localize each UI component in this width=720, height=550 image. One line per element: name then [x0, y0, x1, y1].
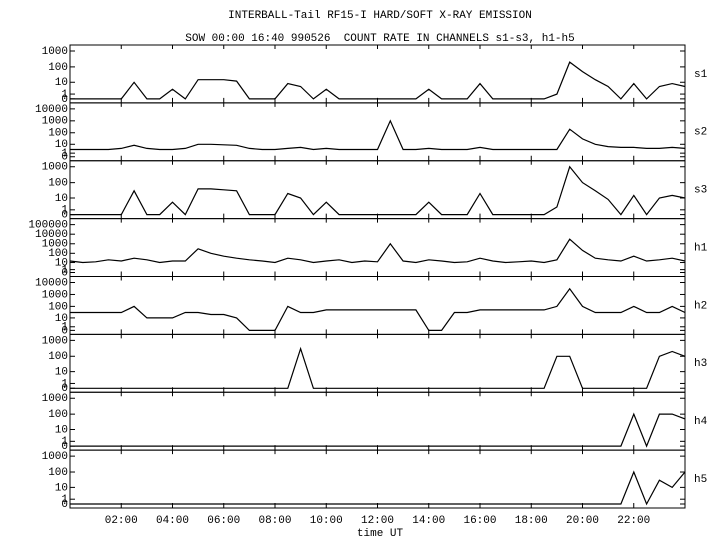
y-tick-label: 100	[48, 301, 68, 313]
y-tick-label: 0	[61, 267, 68, 279]
y-tick-label: 0	[61, 152, 68, 164]
y-tick-label: 100	[48, 351, 68, 363]
y-tick-label: 1	[61, 322, 68, 334]
y-tick-label: 1000	[42, 451, 68, 463]
x-tick-label: 18:00	[515, 515, 548, 527]
y-tick-label: 100	[48, 178, 68, 190]
y-tick-label: 10	[55, 257, 68, 269]
series-line	[70, 412, 686, 448]
series-line	[70, 61, 686, 100]
y-tick-label: 0	[61, 441, 68, 453]
y-tick-label: 10	[55, 313, 68, 325]
x-tick-label: 22:00	[617, 515, 650, 527]
y-tick-label: 0	[61, 94, 68, 106]
y-tick-label: 10000	[35, 229, 68, 241]
panel-label: s2	[694, 127, 707, 139]
y-tick-label: 1000	[42, 162, 68, 174]
y-tick-label: 10	[55, 139, 68, 151]
y-tick-label: 1	[61, 436, 68, 448]
series-line	[69, 238, 686, 264]
y-tick-label: 10	[55, 367, 68, 379]
series-line	[70, 119, 686, 151]
x-tick-label: 04:00	[156, 515, 189, 527]
x-tick-label: 10:00	[310, 515, 343, 527]
y-tick-label: 1000	[42, 116, 68, 128]
x-tick-label: 08:00	[258, 515, 291, 527]
x-tick-label: 02:00	[105, 515, 138, 527]
y-tick-label: 1	[61, 494, 68, 506]
y-tick-label: 1000	[42, 335, 68, 347]
y-tick-label: 1	[61, 265, 68, 277]
y-tick-label: 100	[48, 128, 68, 140]
y-tick-label: 0	[61, 499, 68, 511]
panel-label: h1	[694, 242, 708, 254]
y-tick-label: 0	[61, 383, 68, 395]
y-tick-label: 10	[55, 482, 68, 494]
panel-label: h2	[694, 300, 707, 312]
chart-title: INTERBALL-Tail RF15-I HARD/SOFT X-RAY EM…	[228, 10, 532, 22]
x-tick-label: 12:00	[361, 515, 394, 527]
chart-subtitle: SOW 00:00 16:40 990526 COUNT RATE IN CHA…	[185, 33, 574, 45]
panel-label: s3	[694, 185, 707, 197]
x-tick-label: 06:00	[207, 515, 240, 527]
y-tick-label: 10	[55, 424, 68, 436]
series-line	[70, 287, 686, 331]
y-tick-label: 1	[61, 148, 68, 160]
y-tick-label: 100	[48, 248, 68, 260]
y-tick-label: 1000	[42, 289, 68, 301]
y-tick-label: 100	[48, 62, 68, 74]
y-tick-label: 1	[61, 89, 68, 101]
x-tick-label: 14:00	[412, 515, 445, 527]
y-tick-label: 1000	[42, 393, 68, 405]
y-tick-label: 10000	[35, 277, 68, 289]
y-tick-label: 100	[48, 467, 68, 479]
series-line	[70, 346, 686, 389]
y-tick-label: 0	[61, 325, 68, 337]
y-tick-label: 1000	[42, 239, 68, 251]
panel-label: h4	[694, 416, 708, 428]
y-tick-label: 10000	[35, 104, 68, 116]
x-axis-label: time UT	[357, 528, 404, 540]
y-tick-label: 1000	[42, 46, 68, 58]
x-tick-label: 20:00	[566, 515, 599, 527]
y-tick-label: 100	[48, 409, 68, 421]
panel-label: h3	[694, 358, 707, 370]
series-line	[70, 165, 686, 216]
panel-label: s1	[694, 69, 708, 81]
panel-label: h5	[694, 474, 707, 486]
y-tick-label: 0	[61, 210, 68, 222]
y-tick-label: 100000	[28, 220, 68, 232]
x-tick-label: 16:00	[463, 515, 496, 527]
y-tick-label: 1	[61, 205, 68, 217]
y-tick-label: 10	[55, 193, 68, 205]
series-line	[70, 470, 686, 506]
y-tick-label: 1	[61, 378, 68, 390]
y-tick-label: 10	[55, 77, 68, 89]
